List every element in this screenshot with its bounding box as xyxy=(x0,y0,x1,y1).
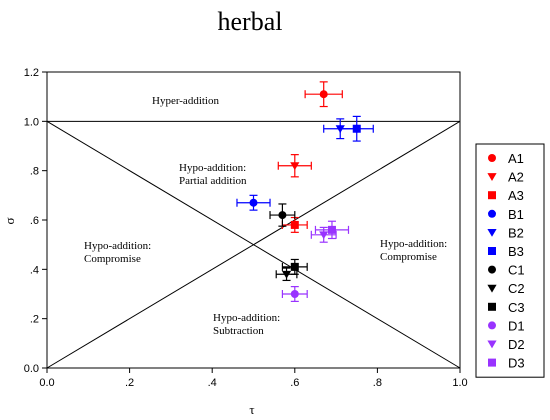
series-c1 xyxy=(269,203,296,227)
region-annotation: Hypo-addition: Partial addition xyxy=(179,162,247,187)
legend-marker xyxy=(487,173,497,181)
legend-label: D3 xyxy=(508,356,525,371)
legend: A1 A2 A3 B1 B2 B3 C1 C2 C3 D1 D2 D3 xyxy=(475,143,545,378)
plot-area: 0.0 .2 .4 .6 .8 1.0 0.0 .2 .4 .6 .8 1.0 1.2 Hyper-add… xyxy=(24,67,468,389)
data-point-b3 xyxy=(352,124,361,133)
legend-label: B3 xyxy=(508,244,524,259)
y-tick-label: .2 xyxy=(30,314,39,326)
legend-label: C1 xyxy=(508,263,525,278)
legend-marker xyxy=(488,321,496,330)
x-tick-label: .4 xyxy=(208,377,217,389)
legend-entry: B2 xyxy=(487,225,524,240)
series-c3 xyxy=(281,258,308,275)
legend-entry: C1 xyxy=(488,263,525,278)
legend-label: A2 xyxy=(508,170,524,185)
legend-entry: D3 xyxy=(488,356,525,371)
data-point-b1 xyxy=(249,198,258,207)
legend-entry: B1 xyxy=(488,207,524,222)
series-a3 xyxy=(281,216,308,233)
legend-entry: D2 xyxy=(487,337,525,352)
legend-box xyxy=(475,143,545,378)
region-annotation: Hypo-addition: Compromise xyxy=(84,240,151,265)
region-annotation: Hyper-addition xyxy=(152,95,219,107)
legend-entry: A3 xyxy=(488,188,524,203)
data-point-d2 xyxy=(319,231,329,240)
legend-marker xyxy=(488,302,496,311)
series-b1 xyxy=(236,194,271,211)
legend-label: B1 xyxy=(508,207,524,222)
data-point-d1 xyxy=(290,290,299,298)
region-annotation: Hypo-addition: Subtraction xyxy=(213,312,280,337)
legend-marker xyxy=(488,191,496,200)
legend-marker xyxy=(488,265,496,274)
series-b3 xyxy=(339,115,374,142)
y-tick-label: 1.2 xyxy=(24,67,39,79)
legend-label: D2 xyxy=(508,337,525,352)
legend-entry: A1 xyxy=(488,151,524,166)
legend-label: C3 xyxy=(508,300,525,315)
x-axis-label: τ xyxy=(249,402,254,417)
legend-entry: D1 xyxy=(488,318,525,333)
legend-marker xyxy=(488,358,496,367)
legend-marker xyxy=(488,247,496,255)
series-d1 xyxy=(281,286,308,302)
legend-marker xyxy=(488,154,496,162)
data-point-a2 xyxy=(290,162,300,171)
legend-label: A3 xyxy=(508,188,524,203)
legend-marker xyxy=(488,209,496,218)
series-d3 xyxy=(314,220,350,240)
data-point-a3 xyxy=(290,220,299,229)
data-point-a1 xyxy=(319,90,328,99)
legend-label: A1 xyxy=(508,151,524,166)
legend-label: C2 xyxy=(508,281,525,296)
legend-label: B2 xyxy=(508,225,524,240)
series-a1 xyxy=(304,81,343,108)
x-tick-label: .8 xyxy=(373,377,382,389)
y-tick-label: .8 xyxy=(30,166,39,178)
data-point-c2 xyxy=(281,270,292,279)
series-a2 xyxy=(277,154,312,178)
x-tick-label: 1.0 xyxy=(452,377,467,389)
legend-entry: A2 xyxy=(487,170,524,185)
x-tick-label: .2 xyxy=(125,377,134,389)
x-tick-label: .6 xyxy=(290,377,299,389)
data-point-d3 xyxy=(327,225,336,234)
y-tick-label: 1.0 xyxy=(24,116,39,128)
legend-marker xyxy=(487,284,497,293)
y-tick-label: .4 xyxy=(30,264,39,276)
legend-marker xyxy=(487,340,497,349)
region-annotation: Hypo-addition: Compromise xyxy=(380,238,447,263)
y-tick-label: .6 xyxy=(30,215,39,227)
data-point-c3 xyxy=(290,262,299,271)
y-axis-label: σ xyxy=(2,217,17,224)
legend-marker xyxy=(487,228,497,237)
legend-entry: C2 xyxy=(487,281,525,296)
x-tick-label: 0.0 xyxy=(39,377,54,389)
y-tick-label: 0.0 xyxy=(24,363,39,375)
legend-label: D1 xyxy=(508,318,525,333)
data-point-c1 xyxy=(278,211,287,220)
legend-entry: C3 xyxy=(488,300,525,315)
reference-line-diagonal-falling xyxy=(46,120,461,369)
legend-entry: B3 xyxy=(488,244,524,259)
chart-title: herbal xyxy=(218,7,283,36)
